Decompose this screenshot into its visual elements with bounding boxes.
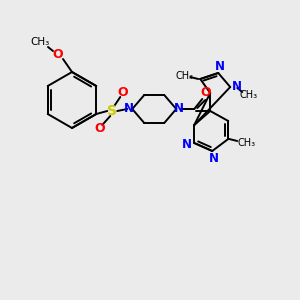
Text: N: N [174, 101, 184, 115]
Text: O: O [117, 85, 128, 98]
Text: O: O [200, 85, 211, 98]
Text: N: N [215, 61, 225, 74]
Text: O: O [53, 47, 63, 61]
Text: N: N [124, 101, 134, 115]
Text: N: N [209, 152, 219, 164]
Text: CH₃: CH₃ [175, 71, 193, 81]
Text: S: S [107, 104, 117, 118]
Text: O: O [94, 122, 105, 136]
Text: CH₃: CH₃ [237, 138, 255, 148]
Text: N: N [182, 139, 192, 152]
Text: CH₃: CH₃ [239, 90, 257, 100]
Text: CH₃: CH₃ [30, 37, 50, 47]
Text: N: N [232, 80, 242, 94]
